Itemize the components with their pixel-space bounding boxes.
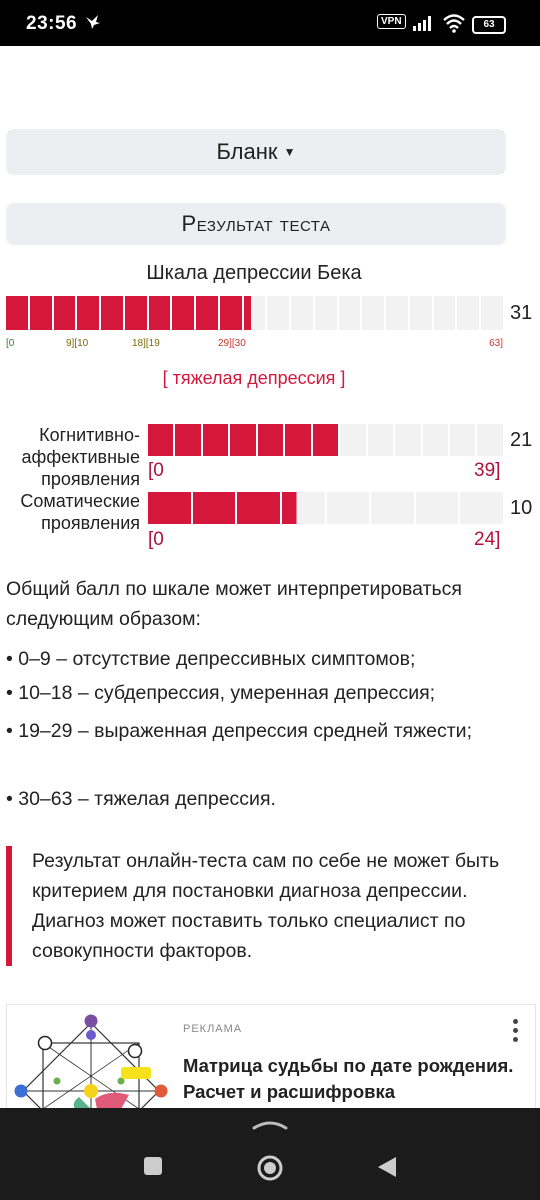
back-icon[interactable] bbox=[376, 1155, 398, 1184]
wifi-icon bbox=[442, 13, 466, 38]
bar-cell bbox=[477, 424, 503, 456]
bar-cell bbox=[433, 296, 456, 330]
bar-cell bbox=[29, 296, 52, 330]
bar-cell bbox=[101, 296, 123, 330]
chevron-up-icon[interactable] bbox=[252, 1116, 288, 1135]
bar-cell bbox=[243, 296, 266, 330]
beck-scale-bar bbox=[6, 296, 503, 330]
ad-label: РЕКЛАМА bbox=[183, 1023, 243, 1035]
bar-cell bbox=[409, 296, 432, 330]
bar-cell bbox=[148, 492, 191, 524]
bar-cell bbox=[314, 296, 337, 330]
interpretation-item: • 0–9 – отсутствие депрессивных симптомо… bbox=[6, 648, 416, 670]
more-vert-icon[interactable] bbox=[513, 1019, 521, 1046]
bar-cell bbox=[285, 424, 311, 456]
somatic-score: 10 bbox=[510, 497, 533, 519]
cognitive-range-min: [0 bbox=[148, 460, 164, 481]
bar-cell bbox=[340, 424, 366, 456]
bar-cell bbox=[172, 296, 194, 330]
tick-label: 63] bbox=[489, 338, 503, 349]
bar-cell bbox=[371, 492, 414, 524]
label-line: Соматические bbox=[20, 491, 140, 511]
scale-title: Шкала депрессии Бека bbox=[146, 262, 362, 284]
cognitive-score: 21 bbox=[510, 429, 533, 451]
signal-icon bbox=[412, 14, 436, 37]
tick-label: 9][10 bbox=[66, 338, 89, 349]
label-line: проявления bbox=[41, 513, 140, 533]
interpretation-item: • 30–63 – тяжелая депрессия. bbox=[6, 788, 276, 810]
bar-cell bbox=[219, 296, 242, 330]
status-time: 23:56 bbox=[26, 13, 78, 34]
bar-cell bbox=[192, 492, 236, 524]
bird-icon bbox=[84, 14, 102, 35]
bar-cell bbox=[415, 492, 459, 524]
caret-down-icon: ▼ bbox=[283, 145, 296, 159]
beck-score: 31 bbox=[510, 302, 533, 324]
bar-cell bbox=[124, 296, 147, 330]
bar-cell bbox=[362, 296, 384, 330]
system-navigation-bar bbox=[0, 1108, 540, 1200]
result-header: Результат теста bbox=[6, 203, 506, 245]
tick-label: 18][19 bbox=[132, 338, 160, 349]
bar-cell bbox=[386, 296, 408, 330]
label-line: аффективные bbox=[21, 447, 140, 467]
blank-label: Бланк bbox=[216, 139, 278, 164]
scale-ticks: [0 9][10 18][19 29][30 63] bbox=[6, 338, 503, 352]
cognitive-label: Когнитивно- аффективные проявления bbox=[0, 424, 140, 490]
bar-cell bbox=[237, 492, 280, 524]
bar-cell bbox=[196, 296, 218, 330]
cognitive-range-max: 39] bbox=[474, 460, 501, 481]
bar-cell bbox=[257, 424, 284, 456]
somatic-label: Соматические проявления bbox=[0, 490, 140, 534]
bar-cell bbox=[148, 296, 171, 330]
bar-cell bbox=[312, 424, 339, 456]
bar-cell bbox=[267, 296, 289, 330]
bar-cell bbox=[6, 296, 28, 330]
label-line: проявления bbox=[41, 469, 140, 489]
home-icon[interactable] bbox=[256, 1154, 284, 1187]
tick-label: 29][30 bbox=[218, 338, 246, 349]
interpretation-intro: Общий балл по шкале может интерпретирова… bbox=[6, 578, 462, 630]
bar-cell bbox=[202, 424, 229, 456]
blank-dropdown-button[interactable]: Бланк ▼ bbox=[6, 129, 506, 175]
bar-cell bbox=[460, 492, 503, 524]
bar-cell bbox=[367, 424, 394, 456]
bar-cell bbox=[449, 424, 476, 456]
bar-cell bbox=[422, 424, 448, 456]
bar-cell bbox=[53, 296, 76, 330]
status-bar: 23:56 VPN 63 bbox=[0, 0, 540, 46]
bar-cell bbox=[281, 492, 325, 524]
somatic-range-max: 24] bbox=[474, 529, 501, 550]
bar-cell bbox=[77, 296, 99, 330]
bar-cell bbox=[291, 296, 313, 330]
somatic-range-min: [0 bbox=[148, 529, 164, 550]
bar-cell bbox=[457, 296, 479, 330]
label-line: Когнитивно- bbox=[39, 425, 140, 445]
verdict-text: [ тяжелая депрессия ] bbox=[162, 368, 346, 388]
bar-cell bbox=[395, 424, 421, 456]
ad-card[interactable]: РЕКЛАМА Матрица судьбы по дате рождения.… bbox=[6, 1004, 536, 1109]
battery-icon: 63 bbox=[472, 16, 506, 34]
cognitive-bar bbox=[148, 424, 503, 456]
recents-icon[interactable] bbox=[143, 1156, 163, 1181]
ad-title[interactable]: Матрица судьбы по дате рождения. Расчет … bbox=[183, 1055, 514, 1102]
bar-cell bbox=[175, 424, 201, 456]
tick-label: [0 bbox=[6, 338, 15, 349]
interpretation-item: • 10–18 – субдепрессия, умеренная депрес… bbox=[6, 682, 436, 704]
bar-cell bbox=[230, 424, 256, 456]
bar-cell bbox=[148, 424, 174, 456]
bar-cell bbox=[326, 492, 370, 524]
vpn-indicator: VPN bbox=[377, 14, 406, 29]
bar-cell bbox=[481, 296, 503, 330]
ad-image[interactable] bbox=[9, 1009, 171, 1109]
bar-cell bbox=[338, 296, 361, 330]
interpretation-item: • 19–29 – выраженная депрессия средней т… bbox=[6, 720, 472, 742]
disclaimer-notice: Результат онлайн-теста сам по себе не мо… bbox=[6, 846, 526, 966]
somatic-bar bbox=[148, 492, 503, 524]
